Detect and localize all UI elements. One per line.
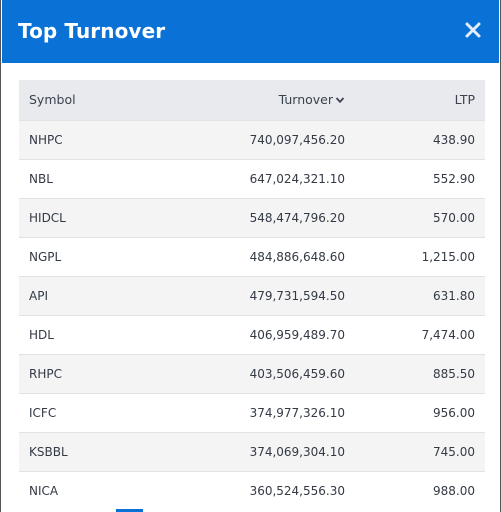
column-header-ltp[interactable]: LTP xyxy=(355,80,485,120)
cell-turnover: 360,524,556.30 xyxy=(179,471,355,510)
table-row[interactable]: ICFC 374,977,326.10 956.00 xyxy=(19,393,485,432)
cell-ltp: 631.80 xyxy=(355,276,485,315)
dialog-title: Top Turnover xyxy=(18,19,165,43)
column-header-turnover-label: Turnover xyxy=(279,92,333,107)
table-row[interactable]: RHPC 403,506,459.60 885.50 xyxy=(19,354,485,393)
cell-symbol: KSBBL xyxy=(19,432,179,471)
cell-symbol: NHPC xyxy=(19,120,179,159)
cell-turnover: 647,024,321.10 xyxy=(179,159,355,198)
cell-ltp: 570.00 xyxy=(355,198,485,237)
cell-symbol: HIDCL xyxy=(19,198,179,237)
cell-turnover: 484,886,648.60 xyxy=(179,237,355,276)
cell-turnover: 740,097,456.20 xyxy=(179,120,355,159)
cell-ltp: 956.00 xyxy=(355,393,485,432)
dialog-header: Top Turnover xyxy=(2,0,499,63)
cell-ltp: 552.90 xyxy=(355,159,485,198)
cell-ltp: 745.00 xyxy=(355,432,485,471)
table-header-row: Symbol Turnover LTP xyxy=(19,80,485,120)
cell-turnover: 374,977,326.10 xyxy=(179,393,355,432)
cell-symbol: HDL xyxy=(19,315,179,354)
cell-turnover: 548,474,796.20 xyxy=(179,198,355,237)
cell-symbol: RHPC xyxy=(19,354,179,393)
cell-turnover: 374,069,304.10 xyxy=(179,432,355,471)
column-header-turnover[interactable]: Turnover xyxy=(179,80,355,120)
cell-ltp: 438.90 xyxy=(355,120,485,159)
cell-turnover: 403,506,459.60 xyxy=(179,354,355,393)
table-row[interactable]: NHPC 740,097,456.20 438.90 xyxy=(19,120,485,159)
cell-turnover: 479,731,594.50 xyxy=(179,276,355,315)
cell-ltp: 885.50 xyxy=(355,354,485,393)
cell-symbol: NBL xyxy=(19,159,179,198)
close-icon xyxy=(461,18,485,42)
cell-ltp: 7,474.00 xyxy=(355,315,485,354)
close-button[interactable] xyxy=(461,18,485,42)
chevron-down-icon xyxy=(335,95,345,105)
table-row[interactable]: NGPL 484,886,648.60 1,215.00 xyxy=(19,237,485,276)
table-row[interactable]: API 479,731,594.50 631.80 xyxy=(19,276,485,315)
cell-symbol: ICFC xyxy=(19,393,179,432)
table-row[interactable]: NICA 360,524,556.30 988.00 xyxy=(19,471,485,510)
cell-symbol: API xyxy=(19,276,179,315)
turnover-table-container: Symbol Turnover LTP NHPC 740,097,456.20 43… xyxy=(19,80,485,510)
cell-symbol: NGPL xyxy=(19,237,179,276)
table-row[interactable]: KSBBL 374,069,304.10 745.00 xyxy=(19,432,485,471)
table-row[interactable]: HDL 406,959,489.70 7,474.00 xyxy=(19,315,485,354)
cell-ltp: 988.00 xyxy=(355,471,485,510)
cell-turnover: 406,959,489.70 xyxy=(179,315,355,354)
table-row[interactable]: HIDCL 548,474,796.20 570.00 xyxy=(19,198,485,237)
column-header-symbol[interactable]: Symbol xyxy=(19,80,179,120)
cell-ltp: 1,215.00 xyxy=(355,237,485,276)
turnover-table: Symbol Turnover LTP NHPC 740,097,456.20 43… xyxy=(19,80,485,510)
table-row[interactable]: NBL 647,024,321.10 552.90 xyxy=(19,159,485,198)
cell-symbol: NICA xyxy=(19,471,179,510)
